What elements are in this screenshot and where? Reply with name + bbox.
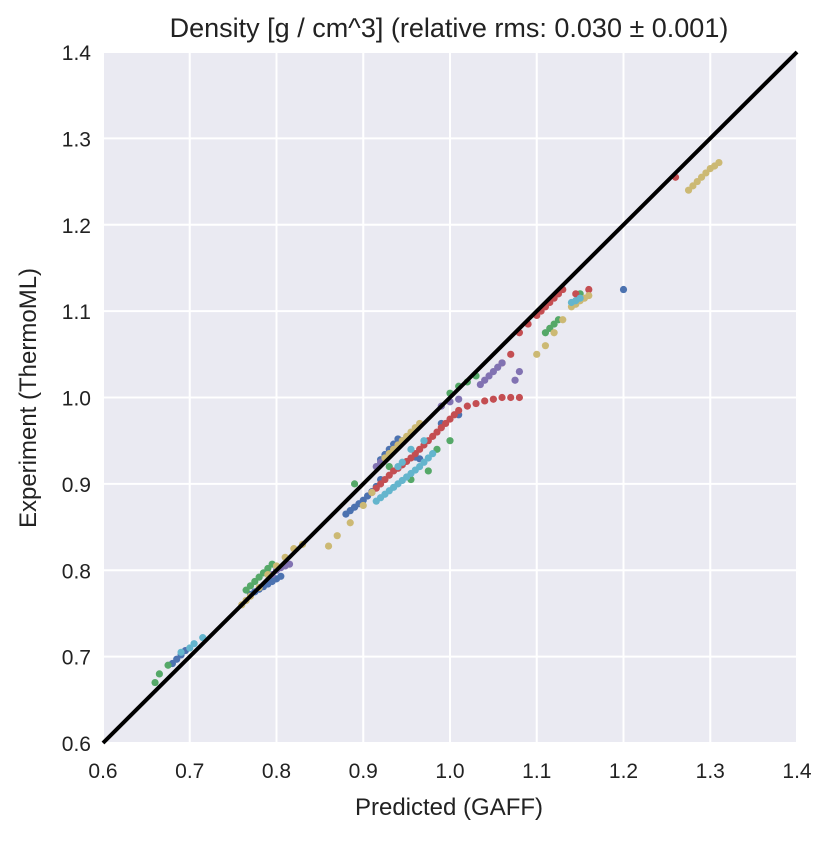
data-point: [277, 572, 285, 580]
data-point: [155, 670, 163, 678]
x-tick-label: 1.0: [435, 760, 464, 783]
x-tick-label: 0.7: [175, 760, 204, 783]
data-point: [498, 393, 506, 402]
data-point: [164, 661, 172, 669]
data-point: [424, 467, 432, 475]
data-point: [455, 395, 463, 403]
y-tick-label: 1.1: [62, 301, 91, 324]
y-tick-label: 1.3: [62, 128, 91, 151]
y-tick-label: 1.2: [62, 215, 91, 238]
y-tick-label: 0.7: [62, 647, 91, 670]
data-point: [407, 445, 415, 453]
data-point: [533, 350, 541, 358]
y-tick-label: 0.8: [62, 560, 91, 583]
x-tick-label: 0.6: [88, 760, 117, 783]
x-tick-labels: 0.6 0.7 0.8 0.9 1.0 1.1 1.2 1.3 1.4: [88, 760, 812, 783]
x-tick-label: 1.1: [522, 760, 551, 783]
data-point: [515, 393, 524, 402]
x-tick-label: 0.8: [262, 760, 291, 783]
data-point: [177, 648, 185, 656]
y-tick-labels: 0.6 0.7 0.8 0.9 1.0 1.1 1.2 1.3 1.4: [62, 42, 92, 756]
data-point: [507, 350, 515, 358]
data-point: [507, 393, 515, 402]
x-tick-label: 1.4: [782, 760, 812, 783]
data-point: [346, 519, 354, 527]
chart-title: Density [g / cm^3] (relative rms: 0.030 …: [170, 13, 729, 43]
data-point: [619, 285, 628, 294]
data-point: [151, 678, 159, 687]
data-point: [324, 542, 333, 550]
data-point: [359, 501, 367, 510]
data-point: [585, 285, 593, 294]
x-tick-label: 1.2: [609, 760, 638, 783]
data-point: [481, 397, 489, 405]
data-point: [190, 640, 198, 648]
data-point: [420, 437, 428, 445]
y-tick-label: 0.9: [62, 474, 91, 497]
data-point: [585, 291, 593, 300]
data-point: [398, 458, 406, 466]
data-point: [559, 316, 567, 324]
identity-line: [101, 50, 799, 745]
y-tick-label: 1.4: [62, 42, 92, 65]
x-tick-label: 1.3: [696, 760, 725, 783]
data-point: [576, 294, 584, 302]
y-tick-label: 1.0: [62, 388, 91, 411]
data-point: [463, 402, 471, 410]
y-axis-label: Experiment (ThermoML): [15, 268, 42, 528]
x-axis-label: Predicted (GAFF): [355, 794, 543, 821]
data-point: [333, 532, 341, 540]
series-red: [368, 173, 680, 497]
data-point: [285, 560, 294, 568]
data-points: [151, 158, 723, 687]
data-point: [429, 450, 437, 458]
data-point: [446, 437, 454, 445]
data-point: [472, 399, 480, 408]
series-cyan: [177, 294, 584, 656]
data-point: [511, 376, 519, 384]
data-point: [515, 367, 524, 376]
data-point: [715, 158, 723, 167]
y-tick-label: 0.6: [62, 733, 91, 756]
data-point: [489, 395, 497, 403]
data-point: [541, 342, 550, 350]
data-point: [550, 329, 558, 337]
x-tick-label: 0.9: [349, 760, 378, 783]
data-point: [350, 480, 359, 488]
data-point: [498, 359, 506, 367]
data-point: [455, 406, 463, 415]
data-point: [368, 488, 376, 497]
